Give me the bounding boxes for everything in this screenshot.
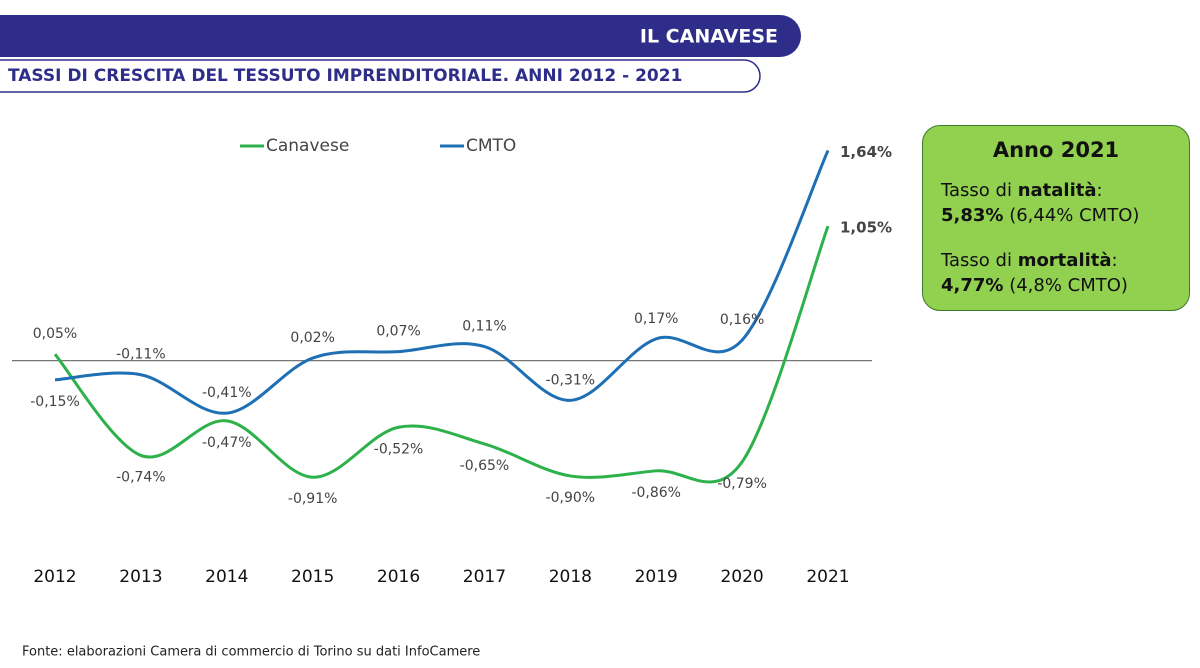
info-emphasis: mortalità: [1017, 250, 1112, 271]
value-label: 0,16%: [720, 312, 764, 328]
info-value: 5,83%: [941, 205, 1004, 226]
value-label: 1,64%: [840, 143, 892, 161]
x-tick-label: 2016: [377, 567, 420, 587]
value-label: -0,47%: [202, 435, 252, 451]
value-label: -0,91%: [288, 491, 338, 507]
x-tick-label: 2015: [291, 567, 334, 587]
banner: IL CANAVESE: [640, 26, 778, 48]
legend-label: Canavese: [266, 136, 349, 156]
info-item: Tasso di natalità: 5,83% (6,44% CMTO): [941, 178, 1171, 228]
value-label: 0,07%: [376, 324, 420, 340]
info-suffix: :: [1111, 250, 1118, 271]
value-label: -0,41%: [202, 385, 252, 401]
value-label: 1,05%: [840, 219, 892, 237]
line: [54, 149, 830, 415]
info-prefix: Tasso di: [941, 180, 1018, 201]
x-tick-label: 2018: [549, 567, 592, 587]
x-tick-label: 2014: [205, 567, 248, 587]
x-tick-label: 2012: [33, 567, 76, 587]
info-value: 4,77%: [941, 275, 1004, 296]
info-item: Tasso di mortalità: 4,77% (4,8% CMTO): [941, 248, 1171, 298]
info-box: Anno 2021 Tasso di natalità: 5,83% (6,44%…: [922, 125, 1190, 311]
x-tick-label: 2019: [635, 567, 678, 587]
line: [53, 225, 830, 484]
subtitle: TASSI DI CRESCITA DEL TESSUTO IMPRENDITO…: [8, 66, 682, 86]
value-label: -0,74%: [116, 469, 166, 485]
value-label: 0,05%: [33, 326, 77, 342]
x-tick-label: 2020: [720, 567, 763, 587]
value-label: -0,90%: [546, 490, 596, 506]
value-label: -0,15%: [30, 394, 80, 410]
value-label: -0,65%: [460, 458, 510, 474]
info-suffix: :: [1096, 180, 1103, 201]
value-label: -0,79%: [717, 476, 767, 492]
info-prefix: Tasso di: [941, 250, 1018, 271]
info-title: Anno 2021: [992, 138, 1120, 162]
value-label: -0,86%: [631, 485, 681, 501]
value-label: 0,11%: [462, 319, 506, 335]
value-label: 0,17%: [634, 311, 678, 327]
x-tick-label: 2013: [119, 567, 162, 587]
value-label: -0,11%: [116, 347, 166, 363]
legend-label: CMTO: [466, 136, 516, 156]
subtitle-box: [0, 59, 761, 93]
value-label: -0,31%: [546, 372, 596, 388]
x-tick-label: 2017: [463, 567, 506, 587]
x-tick-label: 2021: [806, 567, 849, 587]
banner-bg: [0, 15, 801, 57]
info-emphasis: natalità: [1017, 180, 1097, 201]
footer: Fonte: elaborazioni Camera di commercio …: [22, 645, 480, 660]
info-detail: (4,8% CMTO): [1009, 275, 1128, 296]
info-detail: (6,44% CMTO): [1009, 205, 1140, 226]
value-label: 0,02%: [290, 330, 334, 346]
value-label: -0,52%: [374, 441, 424, 457]
